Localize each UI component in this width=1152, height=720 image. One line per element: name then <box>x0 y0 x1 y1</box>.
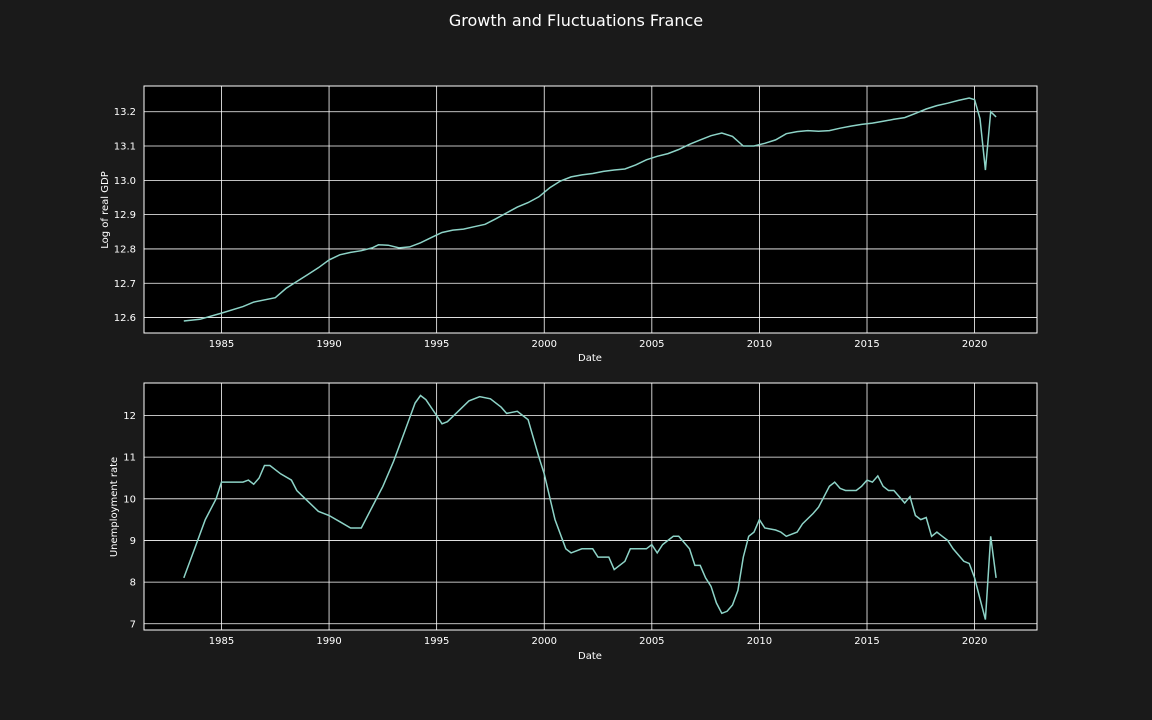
gdp-y-tick-label: 12.8 <box>114 244 136 255</box>
unemployment-x-tick-label: 1995 <box>424 636 449 647</box>
unemployment-y-tick-label: 10 <box>123 494 136 505</box>
unemployment-tick-labels: 1985 1990 1995 2000 2005 2010 2015 2020 7 8 9 10 11 1… <box>123 411 987 647</box>
gdp-x-tick-label: 1985 <box>209 339 234 350</box>
gdp-y-tick-label: 13.1 <box>114 142 136 153</box>
unemployment-x-axis-label: Date <box>578 651 602 662</box>
gdp-y-tick-label: 12.9 <box>114 210 136 221</box>
unemployment-x-tick-label: 1990 <box>316 636 341 647</box>
unemployment-y-tick-label: 12 <box>123 411 136 422</box>
gdp-x-tick-label: 1995 <box>424 339 449 350</box>
unemployment-x-tick-label: 2015 <box>854 636 879 647</box>
gdp-y-tick-label: 12.7 <box>114 279 136 290</box>
gdp-x-axis-label: Date <box>578 353 602 364</box>
gdp-y-tick-label: 13.2 <box>114 107 136 118</box>
gdp-tick-labels: 1985 1990 1995 2000 2005 2010 2015 2020 12.6 12.7… <box>114 107 988 350</box>
gdp-x-tick-label: 2020 <box>962 339 987 350</box>
unemployment-x-tick-label: 2020 <box>962 636 987 647</box>
unemployment-y-tick-label: 7 <box>130 619 136 630</box>
unemployment-y-tick-label: 9 <box>130 536 136 547</box>
gdp-panel: 1985 1990 1995 2000 2005 2010 2015 2020 12.6 12.7… <box>100 85 1038 364</box>
unemployment-y-tick-label: 8 <box>130 578 136 589</box>
gdp-axes-frame <box>143 85 1038 334</box>
gdp-x-tick-label: 1990 <box>316 339 341 350</box>
unemployment-x-tick-label: 2000 <box>532 636 557 647</box>
gdp-axes-background <box>144 86 1037 333</box>
gdp-series-line <box>183 97 997 322</box>
gdp-x-tick-label: 2005 <box>639 339 664 350</box>
unemployment-y-axis-label: Unemployment rate <box>109 457 120 557</box>
gdp-grid <box>144 86 1037 333</box>
unemployment-grid <box>144 383 1037 630</box>
unemployment-y-tick-label: 11 <box>123 453 136 464</box>
unemployment-axes-background <box>144 383 1037 630</box>
unemployment-x-tick-label: 2005 <box>639 636 664 647</box>
gdp-x-tick-label: 2015 <box>854 339 879 350</box>
gdp-y-axis-label: Log of real GDP <box>100 171 111 248</box>
gdp-x-tick-label: 2000 <box>532 339 557 350</box>
figure-title: Growth and Fluctuations France <box>449 11 703 30</box>
gdp-y-tick-label: 12.6 <box>114 313 136 324</box>
unemployment-series-line <box>183 394 997 620</box>
unemployment-panel: 1985 1990 1995 2000 2005 2010 2015 2020 7 8 9 10 11 1… <box>109 382 1038 662</box>
gdp-x-tick-label: 2010 <box>747 339 772 350</box>
unemployment-x-tick-label: 2010 <box>747 636 772 647</box>
unemployment-axes-frame <box>143 382 1038 631</box>
unemployment-x-tick-label: 1985 <box>209 636 234 647</box>
gdp-y-tick-label: 13.0 <box>114 176 136 187</box>
